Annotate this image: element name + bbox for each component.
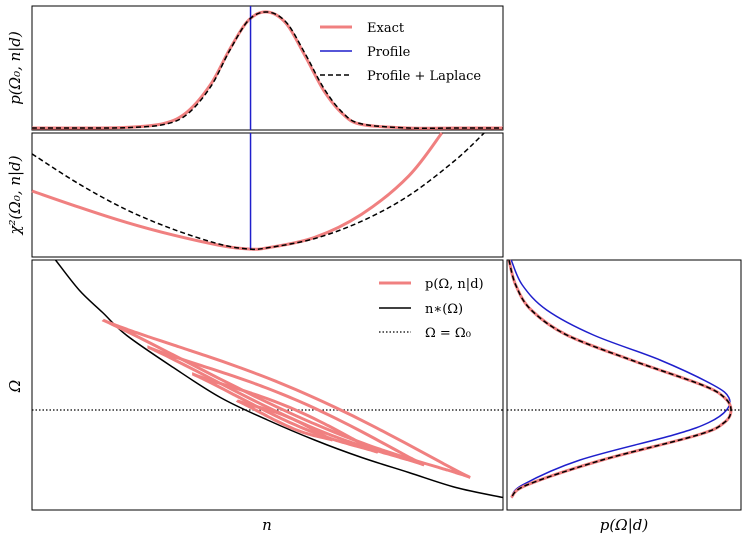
middle-series-profile-laplace <box>31 132 485 251</box>
right-xlabel: p(Ω|d) <box>600 516 649 534</box>
top-panel-plot <box>31 6 503 130</box>
main-legend: p(Ω, n|d) n∗(Ω) Ω = Ω₀ <box>379 277 484 341</box>
right-panel-plot <box>507 259 741 499</box>
top-legend: Exact Profile Profile + Laplace <box>320 21 481 84</box>
middle-ylabel: χ²(Ω₀, n|d) <box>6 155 24 235</box>
main-panel-frame <box>31 259 504 511</box>
legend-laplace-label: Profile + Laplace <box>367 69 481 84</box>
posterior-contour-4 <box>101 318 471 479</box>
legend-posterior-label: p(Ω, n|d) <box>425 277 484 292</box>
top-series-profile-laplace <box>31 11 503 130</box>
main-ylabel: Ω <box>6 380 24 393</box>
main-plot-area <box>32 260 503 499</box>
legend-profile-label: Profile <box>367 45 411 60</box>
middle-panel-frame <box>31 132 504 258</box>
top-ylabel: p(Ω₀, n|d) <box>6 31 24 105</box>
right-series-profile <box>510 259 731 499</box>
legend-nstar-label: n∗(Ω) <box>425 302 463 317</box>
middle-series-exact <box>31 132 443 251</box>
middle-panel-plot <box>31 132 485 251</box>
top-panel-frame <box>31 5 504 131</box>
legend-exact-label: Exact <box>367 21 405 36</box>
main-panel-plot <box>32 260 503 499</box>
legend-omega0-label: Ω = Ω₀ <box>425 326 471 341</box>
main-xlabel: n <box>262 516 272 534</box>
main-nstar-curve <box>54 260 503 499</box>
right-series-profile-laplace <box>508 259 732 499</box>
posterior-contour-3 <box>146 345 425 467</box>
right-series-exact <box>507 259 733 499</box>
right-panel-frame <box>506 259 742 511</box>
